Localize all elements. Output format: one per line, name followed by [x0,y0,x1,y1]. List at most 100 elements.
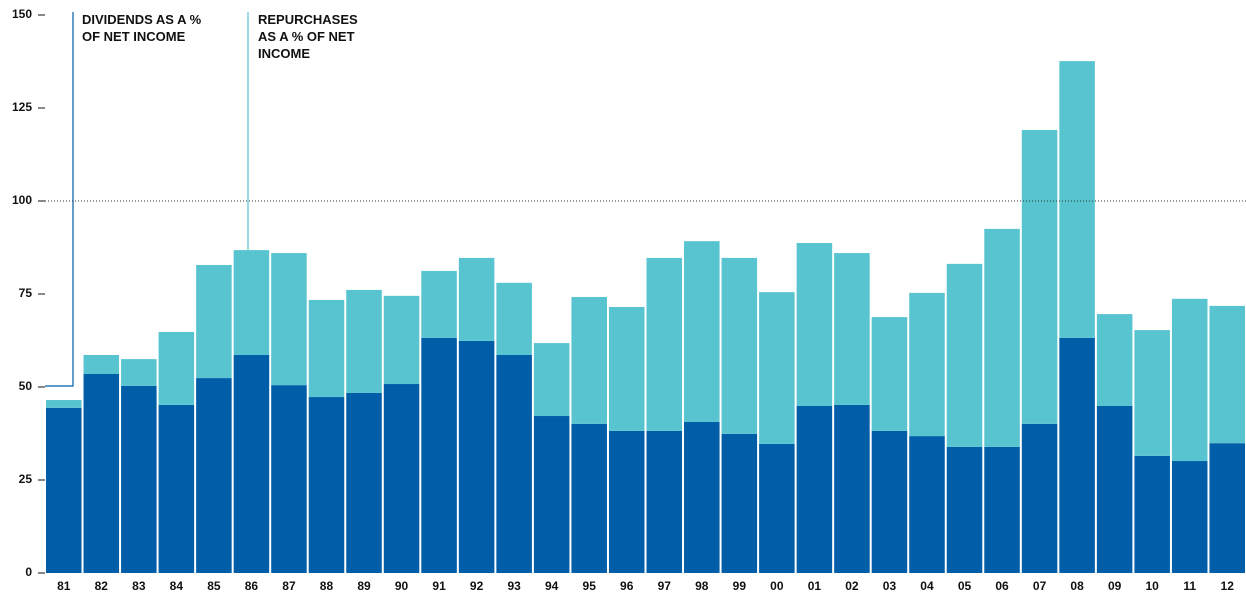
bar-segment [83,373,120,573]
bar-segment [684,241,720,422]
x-tick-label: 12 [1221,579,1235,593]
x-tick-label: 81 [57,579,71,593]
bar-segment [759,292,795,444]
bar-segment [46,400,82,408]
bar-segment [196,264,232,379]
bar-segment [834,404,870,573]
bar-segment [984,446,1020,573]
bar-segment [1134,455,1170,573]
dividends-leader [45,12,74,387]
bar-segment [608,430,645,573]
bar-segment [909,292,945,437]
x-tick-label: 06 [995,579,1009,593]
bar-segment [684,421,720,573]
bar-segment [121,385,157,573]
bar-segment [158,404,195,573]
x-tick-label: 11 [1183,579,1196,593]
bar-segment [834,253,870,405]
bar-segment [533,416,570,573]
y-tick-label: 25 [19,472,33,486]
x-tick-label: 96 [620,579,634,593]
bar-segment [346,392,382,573]
bar-segment [458,340,495,573]
bar-segment [871,430,908,573]
bar-segment [946,446,983,573]
x-tick-label: 83 [132,579,146,593]
bar-segment [721,433,758,573]
bar-segment [796,243,833,406]
y-tick-label: 75 [19,286,33,300]
bar-segment [759,443,795,573]
bar-segment [1096,405,1133,573]
x-tick-label: 90 [395,579,409,593]
bar-segment [308,397,345,573]
bar-segment [984,228,1020,447]
y-tick-label: 100 [12,193,32,207]
bar-segment [946,263,983,447]
x-tick-label: 95 [583,579,597,593]
repurchases-label: REPURCHASES AS A % OF NET INCOME [258,12,358,61]
bar-segment [496,282,532,356]
bar-segment [46,407,82,573]
bar-segment [458,257,495,341]
x-tick-label: 94 [545,579,559,593]
x-tick-label: 98 [695,579,709,593]
x-tick-label: 02 [845,579,859,593]
x-tick-label: 03 [883,579,897,593]
bar-segment [909,436,945,573]
x-tick-label: 91 [432,579,446,593]
bar-segment [1171,461,1208,573]
bar-segment [571,423,607,573]
bar-segment [421,337,457,573]
y-tick-label: 50 [19,379,33,393]
bar-segment [271,385,307,573]
y-tick-label: 0 [25,565,32,579]
x-tick-label: 09 [1108,579,1122,593]
x-tick-label: 08 [1070,579,1084,593]
bar-segment [1134,330,1170,456]
x-tick-label: 07 [1033,579,1047,593]
bar-segment [1096,314,1133,406]
x-tick-label: 84 [170,579,184,593]
bar-segment [533,343,570,417]
bars [46,61,1245,573]
bar-segment [196,378,232,573]
bar-segment [421,270,457,338]
x-tick-label: 92 [470,579,484,593]
bar-segment [608,307,645,431]
bar-segment [646,257,683,431]
bar-segment [271,253,307,386]
x-tick-label: 82 [95,579,109,593]
x-tick-label: 93 [507,579,521,593]
bar-segment [496,355,532,573]
bar-segment [1059,61,1095,338]
bar-segment [1021,129,1058,424]
bar-segment [121,359,157,386]
x-tick-label: 05 [958,579,972,593]
bar-segment [383,384,420,573]
y-tick-label: 125 [12,100,32,114]
y-tick-label: 150 [12,7,32,21]
bar-segment [1209,305,1245,444]
x-tick-label: 10 [1145,579,1159,593]
axis: 0 25 50 75 100 125 150 81 82 83 84 85 86 87 88 89 90 91 92… [12,7,1234,593]
x-tick-label: 00 [770,579,784,593]
x-tick-label: 87 [282,579,296,593]
bar-segment [233,250,270,356]
x-tick-label: 04 [920,579,934,593]
bar-segment [721,257,758,434]
x-tick-label: 99 [733,579,747,593]
x-tick-label: 89 [357,579,371,593]
bar-segment [158,331,195,405]
bar-segment [871,317,908,431]
x-tick-label: 01 [808,579,822,593]
bar-segment [1209,443,1245,573]
bar-segment [83,355,120,374]
bar-segment [383,295,420,385]
x-tick-label: 88 [320,579,334,593]
dividends-label: DIVIDENDS AS A % OF NET INCOME [82,12,202,44]
x-tick-label: 97 [658,579,672,593]
bar-segment [233,355,270,573]
